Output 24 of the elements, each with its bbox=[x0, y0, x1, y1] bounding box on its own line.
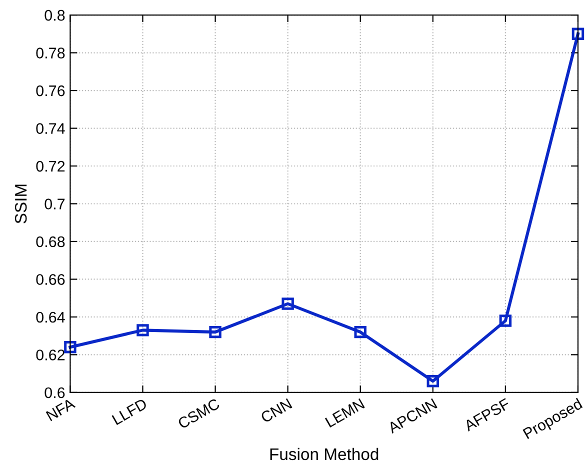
x-tick-label: LLFD bbox=[112, 398, 148, 425]
y-tick-label: 0.64 bbox=[36, 312, 65, 323]
y-tick-label: 0.68 bbox=[36, 236, 65, 248]
y-tick-label: 0.7 bbox=[44, 198, 65, 210]
point bbox=[572, 28, 584, 40]
x-tick-label: CNN bbox=[260, 398, 292, 424]
x-tick-label: NFA bbox=[46, 398, 76, 422]
y-tick-label: 0.66 bbox=[36, 274, 65, 285]
point bbox=[136, 324, 149, 336]
y-tick-label: 0.62 bbox=[36, 350, 65, 360]
point bbox=[64, 341, 76, 354]
point bbox=[426, 375, 440, 388]
point bbox=[499, 314, 512, 327]
y-tick-label: 0.72 bbox=[36, 160, 65, 172]
y-tick-label: 0.76 bbox=[36, 85, 65, 96]
x-axis-title: Fusion Method bbox=[270, 448, 378, 460]
point bbox=[354, 326, 366, 338]
y-axis-title: SSIM bbox=[14, 184, 27, 224]
point bbox=[209, 326, 222, 338]
y-tick-label: 0.6 bbox=[44, 387, 65, 398]
y-tick-label: 0.8 bbox=[44, 10, 65, 21]
y-tick-label: 0.78 bbox=[36, 48, 65, 58]
y-tick-label: 0.74 bbox=[36, 123, 65, 134]
point bbox=[282, 298, 294, 310]
